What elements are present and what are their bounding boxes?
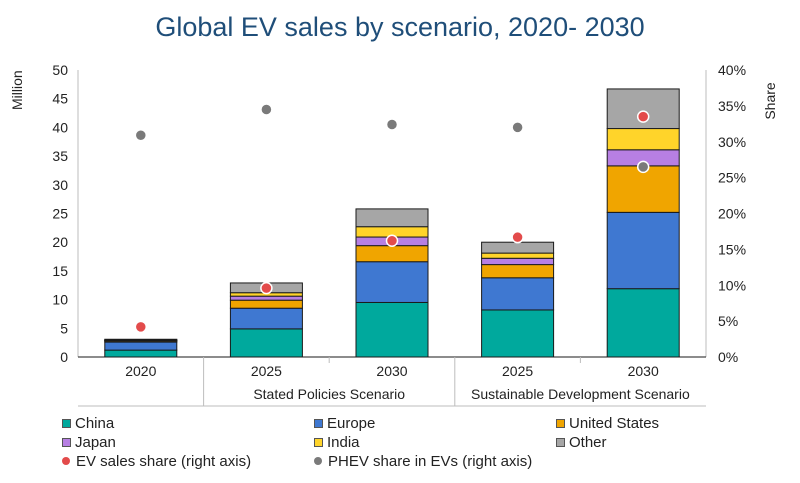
legend-label: India [327,433,360,451]
y2-tick-label: 20% [718,206,746,222]
legend-item: China [62,414,114,432]
bar-segment-united-states [606,165,680,213]
bar-segment-europe [229,307,303,330]
y-tick-label: 15 [52,263,68,279]
bar-segment-japan [481,257,555,266]
legend-swatch [314,437,323,447]
bar-segment-europe [481,277,555,311]
bar-segment-united-states [355,245,429,263]
y-tick-label: 35 [52,148,68,164]
legend-swatch [314,418,323,428]
point-ev-sales-share-right-axis [511,230,524,244]
y-tick-label: 0 [60,349,68,365]
y-tick-label: 40 [52,119,68,135]
y2-tick-label: 25% [718,170,746,186]
x-tick-label: 2025 [251,363,282,379]
bar-segment-europe [606,211,680,290]
chart-title: Global EV sales by scenario, 2020- 2030 [155,12,645,42]
legend-item: Europe [314,414,375,432]
x-tick-label: 2020 [125,363,156,379]
y-tick-label: 20 [52,234,68,250]
y2-tick-label: 10% [718,277,746,293]
legend-label: Other [569,433,607,451]
bar-segment-europe [104,341,178,351]
legend-label: PHEV share in EVs (right axis) [328,452,533,470]
bar-segment-china [606,288,680,358]
bar-segment-united-states [481,264,555,279]
bar-segment-japan [229,295,303,301]
bar-segment-india [481,252,555,259]
y2-axis-title: Share [762,82,778,120]
y-tick-label: 5 [60,320,68,336]
x-tick-label: 2025 [502,363,533,379]
legend-label: Europe [327,414,376,432]
y2-tick-label: 30% [718,134,746,150]
point-phev-share-in-evs-right-axis [134,129,148,142]
legend-swatch [314,457,322,465]
bar-segment-other [481,241,555,254]
legend-swatch [556,437,565,447]
point-phev-share-in-evs-right-axis [260,103,273,116]
legend-swatch [556,418,565,428]
x-group-label: Sustainable Development Scenario [471,386,690,402]
legend-swatch [62,457,70,465]
bar-segment-india [606,128,680,151]
legend-label: China [75,414,115,432]
y-tick-label: 45 [52,91,68,107]
legend-item: United States [556,414,659,432]
legend-swatch [62,418,71,428]
y2-tick-label: 5% [718,313,738,329]
y2-tick-label: 40% [718,62,746,78]
bar-segment-united-states [229,299,303,309]
x-tick-label: 2030 [376,363,407,379]
bar-segment-china [229,328,303,358]
y-tick-label: 50 [52,62,68,78]
point-ev-sales-share-right-axis [385,234,399,248]
legend-item: India [314,433,360,451]
bar-segment-other [104,338,178,341]
bar-segment-other [355,208,429,228]
x-tick-label: 2030 [628,363,659,379]
point-ev-sales-share-right-axis [636,110,650,123]
legend-item: PHEV share in EVs (right axis) [314,452,532,470]
point-phev-share-in-evs-right-axis [511,121,524,134]
legend-label: United States [569,414,660,432]
legend-swatch [62,437,71,447]
legend-item: EV sales share (right axis) [62,452,251,470]
legend-item: Japan [62,433,116,451]
point-ev-sales-share-right-axis [260,281,273,295]
bar-segment-china [104,349,178,358]
y-axis-title: Million [9,70,25,110]
legend-label: EV sales share (right axis) [76,452,252,470]
y-tick-label: 30 [52,177,68,193]
bar-segment-europe [355,261,429,303]
x-group-label: Stated Policies Scenario [253,386,405,402]
bar-segment-china [481,309,555,358]
y2-tick-label: 35% [718,98,746,114]
point-ev-sales-share-right-axis [134,320,148,334]
y2-tick-label: 15% [718,241,746,257]
legend-item: Other [556,433,607,451]
legend-label: Japan [75,433,116,451]
y-tick-label: 10 [52,292,68,308]
point-phev-share-in-evs-right-axis [636,160,650,174]
y-tick-label: 25 [52,206,68,222]
y2-tick-label: 0% [718,349,738,365]
point-phev-share-in-evs-right-axis [385,118,399,131]
bar-segment-china [355,301,429,358]
